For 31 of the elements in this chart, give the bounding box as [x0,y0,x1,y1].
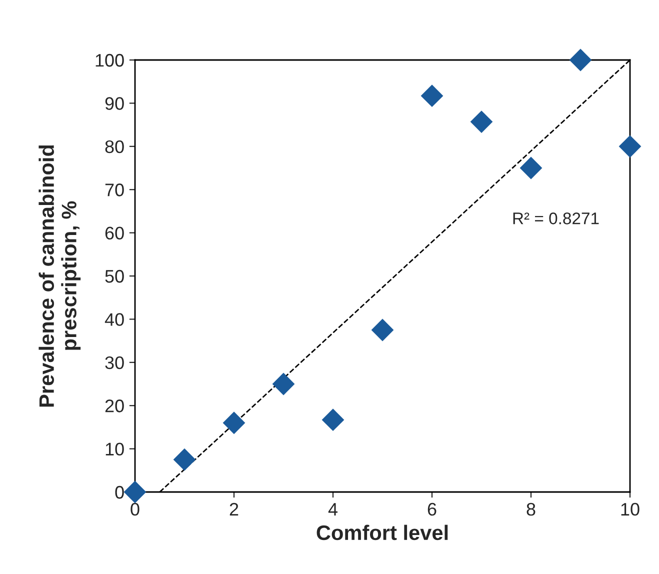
point [569,48,592,72]
point [420,84,444,108]
y-tick-label: 100 [96,54,124,67]
point [322,408,344,432]
y-tick-label: 30 [105,356,124,370]
x-tick-label: 6 [428,502,436,516]
point [173,448,196,471]
y-tick-label: 60 [105,226,124,240]
point [470,110,493,133]
x-tick-label: 0 [130,502,140,516]
y-tick-label: 10 [106,442,124,456]
y-tick-label: 80 [105,140,124,154]
x-tick-label: 2 [230,502,238,516]
y-tick-label: 50 [105,270,124,283]
annotation: R² = 0.8271 [513,212,599,224]
y-tick-label: 20 [105,400,124,412]
point [520,156,542,180]
y-tick-label: 90 [105,97,124,110]
point [222,412,246,434]
point [272,372,295,396]
y-tick-label: 40 [104,313,124,326]
x-tick-label: 4 [328,503,338,516]
point [371,318,394,342]
point [124,480,146,504]
y-tick-label: 0 [115,486,124,499]
x-tick-label: 10 [621,502,640,516]
x-axis-title: Comfort level [316,524,448,540]
y-tick-label: 70 [105,184,124,196]
x-tick-label: 8 [526,502,536,516]
y-axis-title: Prevalence of cannabinoid prescription, % [38,145,81,407]
point [618,135,642,158]
